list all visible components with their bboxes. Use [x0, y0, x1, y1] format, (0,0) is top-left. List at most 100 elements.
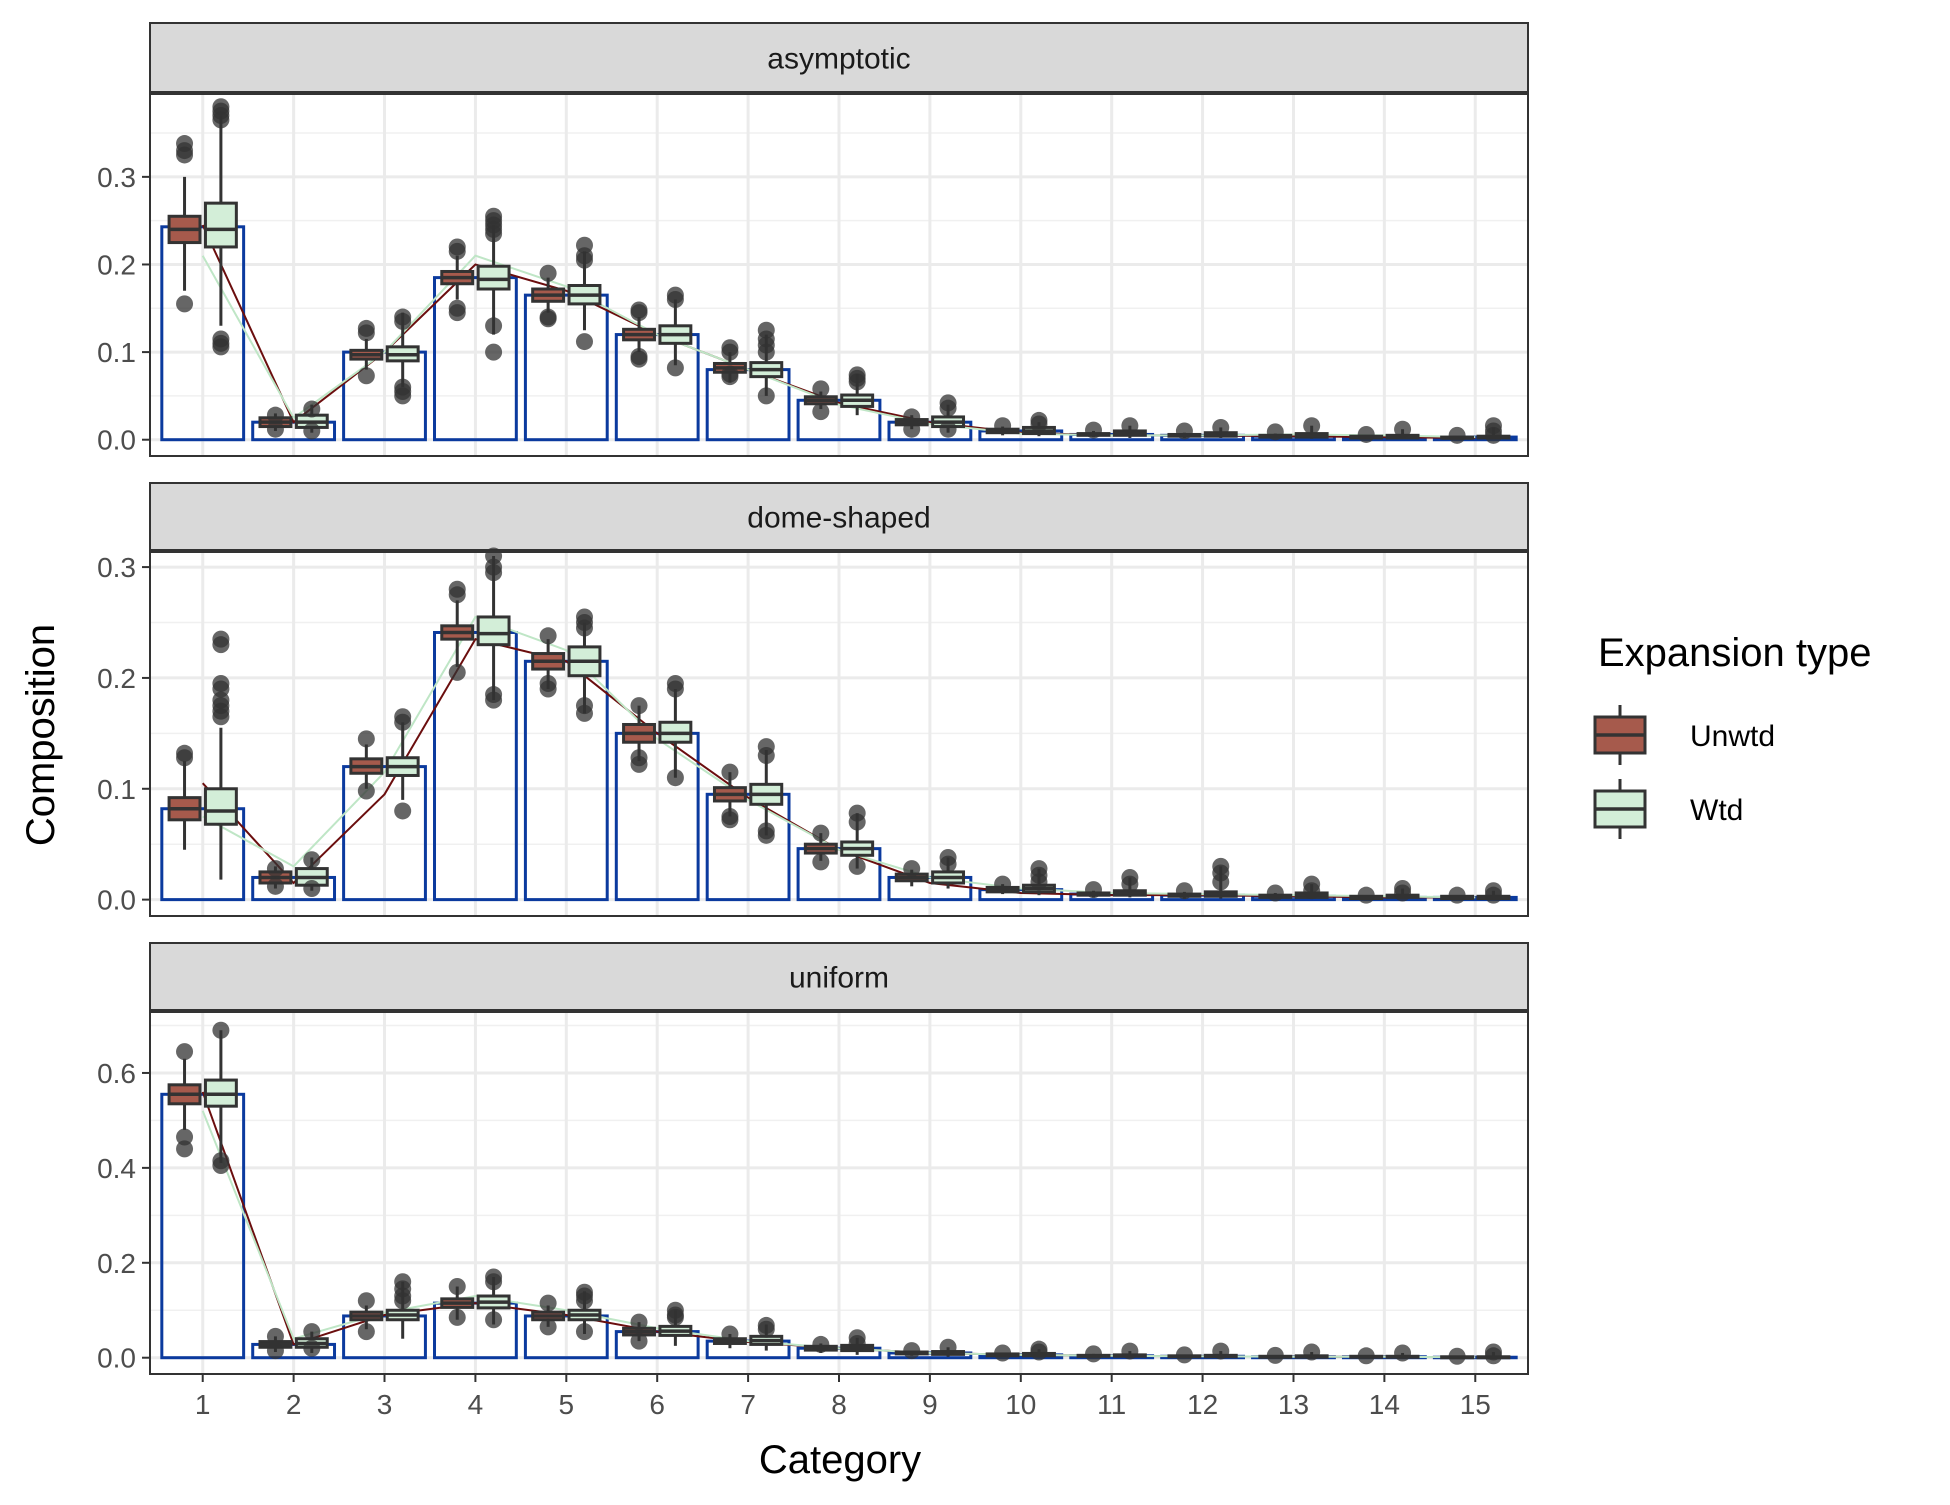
- panel-border: [149, 551, 1529, 917]
- y-axis: 0.0 0.1 0.2 0.3: [97, 162, 150, 456]
- legend-entry-wtd: Wtd: [1593, 779, 1743, 839]
- outlier-point: [1212, 1342, 1230, 1360]
- x-tick-label: 10: [1005, 1389, 1036, 1420]
- outlier-point: [303, 851, 321, 869]
- boxplot-series-unwtd: [167, 135, 1475, 444]
- outlier-point: [1394, 1344, 1412, 1362]
- outlier-point: [721, 811, 739, 829]
- outlier-point: [357, 324, 375, 342]
- outlier-point: [848, 373, 866, 391]
- outlier-point: [448, 1308, 466, 1326]
- outlier-point: [721, 1325, 739, 1343]
- outlier-point: [176, 135, 194, 153]
- outlier-point: [357, 367, 375, 385]
- outlier-point: [1266, 884, 1284, 902]
- outlier-point: [939, 420, 957, 438]
- legend-entry-label: Unwtd: [1690, 720, 1775, 753]
- x-tick-label: 9: [922, 1389, 938, 1420]
- y-tick-label: 0.0: [97, 1343, 136, 1374]
- x-tick-label: 5: [559, 1389, 575, 1420]
- outlier-point: [1030, 1343, 1048, 1361]
- outlier-point: [812, 403, 830, 421]
- outlier-point: [539, 264, 557, 282]
- outlier-point: [1394, 420, 1412, 438]
- outlier-point: [1357, 886, 1375, 904]
- outlier-point: [630, 1332, 648, 1350]
- outlier-point: [575, 704, 593, 722]
- outlier-point: [812, 1335, 830, 1353]
- outlier-point: [1357, 425, 1375, 443]
- boxplot-series-wtd: [203, 98, 1511, 444]
- outlier-point: [575, 1323, 593, 1341]
- outlier-point: [357, 730, 375, 748]
- panel-uniform: uniform 0.0 0.2 0.4 0.6: [97, 942, 1529, 1375]
- x-tick-label: 12: [1187, 1389, 1218, 1420]
- outlier-point: [394, 713, 412, 731]
- bar: [433, 276, 518, 442]
- bar: [796, 398, 882, 442]
- panel-dome-shaped: dome-shaped 0.0 0.1 0.2 0.3: [97, 482, 1529, 917]
- outlier-point: [848, 813, 866, 831]
- outlier-point: [357, 1292, 375, 1310]
- outlier-point: [394, 1292, 412, 1310]
- box: [476, 615, 511, 647]
- outlier-point: [485, 317, 503, 335]
- outlier-point: [757, 826, 775, 844]
- strip-asymptotic: [149, 22, 1529, 93]
- outlier-point: [1085, 1345, 1103, 1363]
- outlier-point: [266, 420, 284, 438]
- x-axis-label: Category: [759, 1438, 921, 1482]
- outlier-point: [1448, 886, 1466, 904]
- outlier-point: [630, 755, 648, 773]
- outlier-point: [812, 824, 830, 842]
- y-axis: 0.0 0.2 0.4 0.6: [97, 1058, 150, 1374]
- x-tick-label: 4: [468, 1389, 484, 1420]
- outlier-point: [1175, 1346, 1193, 1364]
- outlier-point: [757, 343, 775, 361]
- box: [203, 201, 238, 249]
- outlier-point: [539, 1318, 557, 1336]
- box: [476, 264, 511, 291]
- outlier-point: [357, 782, 375, 800]
- outlier-point: [303, 1339, 321, 1357]
- strip-label: dome-shaped: [747, 502, 930, 535]
- outlier-point: [303, 422, 321, 440]
- outlier-point: [1394, 884, 1412, 902]
- x-tick-label: 1: [195, 1389, 211, 1420]
- outlier-point: [266, 1327, 284, 1345]
- box: [203, 787, 238, 826]
- outlier-point: [1266, 423, 1284, 441]
- outlier-point: [575, 1292, 593, 1310]
- outlier-point: [812, 380, 830, 398]
- outlier-point: [848, 1334, 866, 1352]
- bar: [523, 293, 609, 442]
- outlier-point: [1448, 426, 1466, 444]
- outlier-point: [721, 763, 739, 781]
- outlier-point: [212, 708, 230, 726]
- legend-title: Expansion type: [1598, 631, 1872, 675]
- outlier-point: [448, 1278, 466, 1296]
- outlier-point: [630, 350, 648, 368]
- outlier-point: [1448, 1347, 1466, 1365]
- outlier-point: [757, 1320, 775, 1338]
- boxplot-series-unwtd: [167, 580, 1475, 904]
- outlier-point: [666, 680, 684, 698]
- y-axis-label: Composition: [19, 624, 63, 846]
- outlier-point: [994, 417, 1012, 435]
- outlier-point: [539, 680, 557, 698]
- outlier-point: [1484, 426, 1502, 444]
- outlier-point: [212, 111, 230, 129]
- outlier-point: [1030, 415, 1048, 433]
- outlier-point: [357, 1323, 375, 1341]
- outlier-point: [721, 368, 739, 386]
- outlier-point: [303, 400, 321, 418]
- legend: Expansion type Unwtd Wtd: [1593, 631, 1872, 839]
- outlier-point: [630, 697, 648, 715]
- outlier-point: [903, 420, 921, 438]
- outlier-point: [939, 855, 957, 873]
- legend-entry-label: Wtd: [1690, 794, 1743, 827]
- x-tick-label: 2: [286, 1389, 302, 1420]
- y-axis: 0.0 0.1 0.2 0.3: [97, 552, 150, 916]
- outlier-point: [266, 406, 284, 424]
